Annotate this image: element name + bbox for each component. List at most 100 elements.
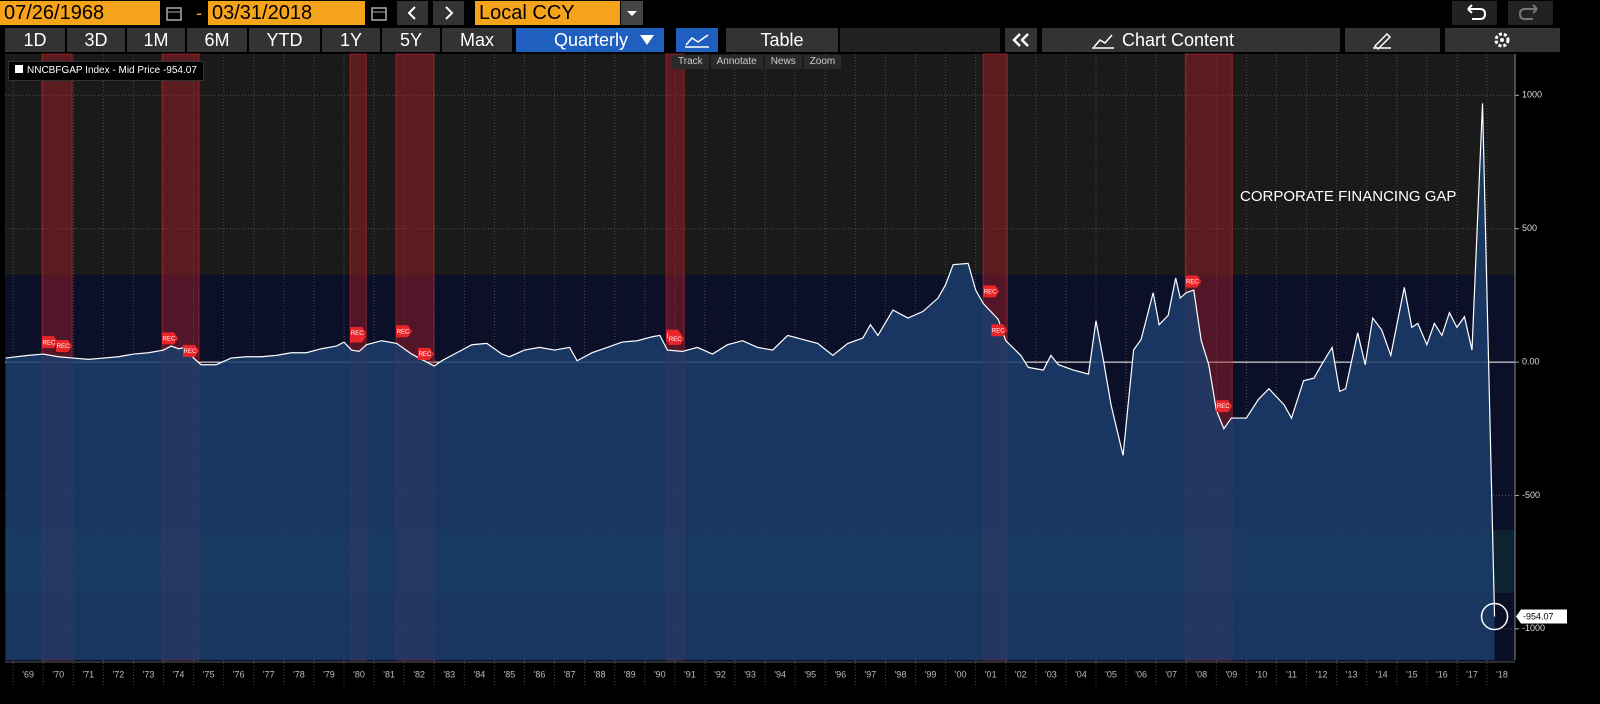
rec-tag bbox=[991, 324, 1008, 337]
rec-tag bbox=[183, 344, 200, 357]
y-tick-label: 0.00 bbox=[1522, 356, 1540, 366]
frequency-select[interactable]: Quarterly bbox=[516, 28, 634, 52]
tool-button[interactable]: Annotate bbox=[710, 55, 763, 69]
tool-button[interactable]: Track bbox=[672, 55, 709, 69]
redo-button[interactable] bbox=[1508, 1, 1553, 25]
period-button[interactable]: 6M bbox=[187, 28, 247, 52]
x-tick-label: '93 bbox=[744, 669, 756, 679]
rec-tag bbox=[56, 339, 73, 352]
x-tick-label: '84 bbox=[473, 669, 485, 679]
rec-tag-label: REC bbox=[397, 329, 410, 335]
rec-tag-label: REC bbox=[419, 352, 432, 358]
edit-button[interactable] bbox=[1345, 28, 1440, 52]
rec-tag-label: REC bbox=[163, 336, 176, 342]
period-button[interactable]: 1D bbox=[5, 28, 65, 52]
start-date[interactable]: 07/26/1968 bbox=[0, 1, 160, 25]
x-tick-label: '95 bbox=[804, 669, 816, 679]
x-tick-label: '85 bbox=[504, 669, 516, 679]
x-tick-label: '06 bbox=[1135, 669, 1147, 679]
x-tick-label: '92 bbox=[714, 669, 726, 679]
currency-select[interactable]: Local CCY bbox=[475, 1, 620, 25]
tool-button[interactable]: Zoom bbox=[803, 55, 842, 69]
next-button[interactable] bbox=[433, 1, 464, 25]
last-value-box bbox=[1516, 609, 1567, 624]
rec-tag bbox=[668, 332, 685, 345]
period-button[interactable]: 5Y bbox=[382, 28, 440, 52]
date-separator: - bbox=[196, 3, 202, 23]
undo-button[interactable] bbox=[1452, 1, 1497, 25]
x-tick-label: '03 bbox=[1045, 669, 1057, 679]
x-tick-label: '17 bbox=[1466, 669, 1478, 679]
rec-tag bbox=[983, 285, 1000, 298]
table-button[interactable]: Table bbox=[726, 28, 838, 52]
x-tick-label: '18 bbox=[1496, 669, 1508, 679]
x-tick-label: '83 bbox=[443, 669, 455, 679]
area-fill bbox=[5, 103, 1495, 661]
rec-tag-label: REC bbox=[1186, 280, 1199, 286]
prev-button[interactable] bbox=[397, 1, 428, 25]
x-tick-label: '77 bbox=[263, 669, 275, 679]
end-date[interactable]: 03/31/2018 bbox=[208, 1, 365, 25]
x-tick-label: '80 bbox=[353, 669, 365, 679]
period-button[interactable]: 3D bbox=[67, 28, 125, 52]
x-tick-label: '75 bbox=[203, 669, 215, 679]
collapse-button[interactable] bbox=[1005, 28, 1037, 52]
calendar-icon[interactable] bbox=[370, 5, 388, 21]
rec-tag-label: REC bbox=[43, 340, 56, 346]
y-tick-label: 1000 bbox=[1522, 90, 1542, 100]
x-tick-label: '09 bbox=[1225, 669, 1237, 679]
rec-tag-label: REC bbox=[984, 289, 997, 295]
rec-tag bbox=[417, 347, 434, 360]
x-tick-label: '76 bbox=[233, 669, 245, 679]
calendar-icon[interactable] bbox=[165, 5, 183, 21]
chart-type-button[interactable] bbox=[676, 28, 718, 52]
rec-tag bbox=[162, 332, 179, 345]
rec-tag-label: REC bbox=[669, 337, 682, 343]
tool-button[interactable]: News bbox=[764, 55, 802, 69]
rec-tag bbox=[396, 325, 413, 338]
x-tick-label: '97 bbox=[865, 669, 877, 679]
x-tick-label: '08 bbox=[1195, 669, 1207, 679]
period-button[interactable]: 1Y bbox=[322, 28, 380, 52]
x-tick-label: '01 bbox=[985, 669, 997, 679]
last-value-label: -954.07 bbox=[1523, 611, 1554, 621]
y-tick-label: 500 bbox=[1522, 223, 1537, 233]
period-button[interactable]: 1M bbox=[127, 28, 185, 52]
rec-tag-label: REC bbox=[1217, 404, 1230, 410]
settings-button[interactable] bbox=[1445, 28, 1560, 52]
rec-tag bbox=[1185, 275, 1202, 288]
y-tick-label: -1000 bbox=[1522, 623, 1545, 633]
x-tick-label: '07 bbox=[1165, 669, 1177, 679]
dropdown-arrow[interactable] bbox=[621, 1, 643, 25]
x-tick-label: '69 bbox=[22, 669, 34, 679]
chart-content-icon[interactable] bbox=[1042, 28, 1122, 52]
x-tick-label: '89 bbox=[624, 669, 636, 679]
x-tick-label: '14 bbox=[1376, 669, 1388, 679]
x-tick-label: '05 bbox=[1105, 669, 1117, 679]
rec-tag bbox=[350, 326, 367, 339]
period-button[interactable]: YTD bbox=[249, 28, 320, 52]
x-tick-label: '81 bbox=[383, 669, 395, 679]
rec-tag-label: REC bbox=[57, 344, 70, 350]
x-tick-label: '71 bbox=[82, 669, 94, 679]
period-button[interactable]: Max bbox=[442, 28, 512, 52]
x-tick-label: '87 bbox=[564, 669, 576, 679]
legend: NNCBFGAP Index - Mid Price -954.07 bbox=[8, 61, 204, 81]
x-tick-label: '04 bbox=[1075, 669, 1087, 679]
chart-content-button[interactable]: Chart Content bbox=[1122, 28, 1340, 52]
y-tick-label: -500 bbox=[1522, 490, 1540, 500]
x-tick-label: '00 bbox=[955, 669, 967, 679]
x-tick-label: '98 bbox=[895, 669, 907, 679]
frequency-arrow[interactable] bbox=[634, 28, 664, 52]
x-tick-label: '79 bbox=[323, 669, 335, 679]
chart-tools: Track Annotate News Zoom bbox=[672, 55, 842, 69]
legend-swatch bbox=[15, 65, 23, 73]
x-tick-label: '82 bbox=[413, 669, 425, 679]
x-tick-label: '16 bbox=[1436, 669, 1448, 679]
x-tick-label: '88 bbox=[594, 669, 606, 679]
x-tick-label: '74 bbox=[173, 669, 185, 679]
rec-tag-label: REC bbox=[992, 328, 1005, 334]
x-tick-label: '90 bbox=[654, 669, 666, 679]
